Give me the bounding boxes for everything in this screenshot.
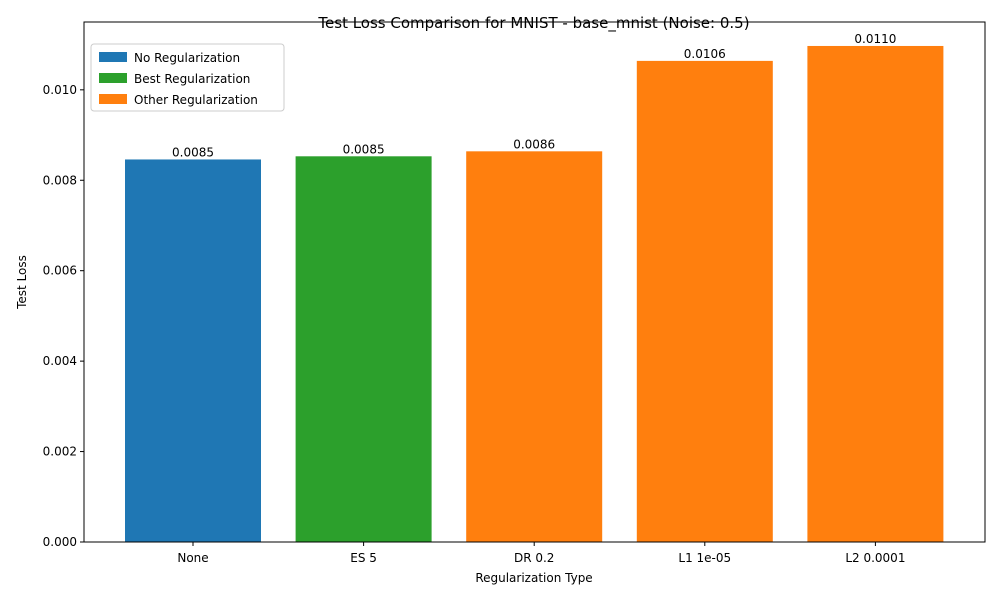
bar-value-label: 0.0085 bbox=[343, 142, 385, 156]
bar-value-label: 0.0106 bbox=[684, 47, 726, 61]
bar-value-label: 0.0085 bbox=[172, 145, 214, 159]
x-tick-label: DR 0.2 bbox=[514, 551, 554, 565]
bar bbox=[466, 151, 603, 542]
chart-title: Test Loss Comparison for MNIST - base_mn… bbox=[317, 14, 749, 33]
y-tick-label: 0.008 bbox=[43, 173, 77, 187]
x-axis-label: Regularization Type bbox=[475, 571, 592, 585]
y-tick-label: 0.000 bbox=[43, 535, 77, 549]
x-tick-label: L1 1e-05 bbox=[678, 551, 731, 565]
bar-value-label: 0.0110 bbox=[854, 32, 896, 46]
bar bbox=[636, 60, 773, 542]
bar bbox=[295, 156, 432, 543]
legend-swatch bbox=[99, 94, 127, 104]
legend-label: Best Regularization bbox=[134, 72, 250, 86]
legend-frame bbox=[90, 43, 285, 112]
legend-label: Other Regularization bbox=[134, 93, 258, 107]
plot-area: 0.0085 None 0.0085 ES 5 0.0086 DR 0.2 0.0106 L1… bbox=[43, 32, 944, 565]
x-tick-label: ES 5 bbox=[350, 551, 377, 565]
legend-swatch bbox=[99, 73, 127, 83]
bar-value-label: 0.0086 bbox=[513, 137, 555, 151]
y-tick-label: 0.010 bbox=[43, 83, 77, 97]
legend: No Regularization Best Regularization Othe… bbox=[90, 43, 285, 112]
y-tick-label: 0.002 bbox=[43, 445, 77, 459]
legend-label: No Regularization bbox=[134, 51, 240, 65]
legend-swatch bbox=[99, 52, 127, 62]
x-tick-label: None bbox=[177, 551, 208, 565]
bar bbox=[807, 45, 944, 542]
x-tick-label: L2 0.0001 bbox=[845, 551, 905, 565]
bar bbox=[125, 159, 261, 542]
plot-frame bbox=[83, 21, 986, 543]
y-tick-label: 0.006 bbox=[43, 264, 77, 278]
y-axis-label: Test Loss bbox=[15, 255, 29, 310]
y-tick-label: 0.004 bbox=[43, 354, 77, 368]
